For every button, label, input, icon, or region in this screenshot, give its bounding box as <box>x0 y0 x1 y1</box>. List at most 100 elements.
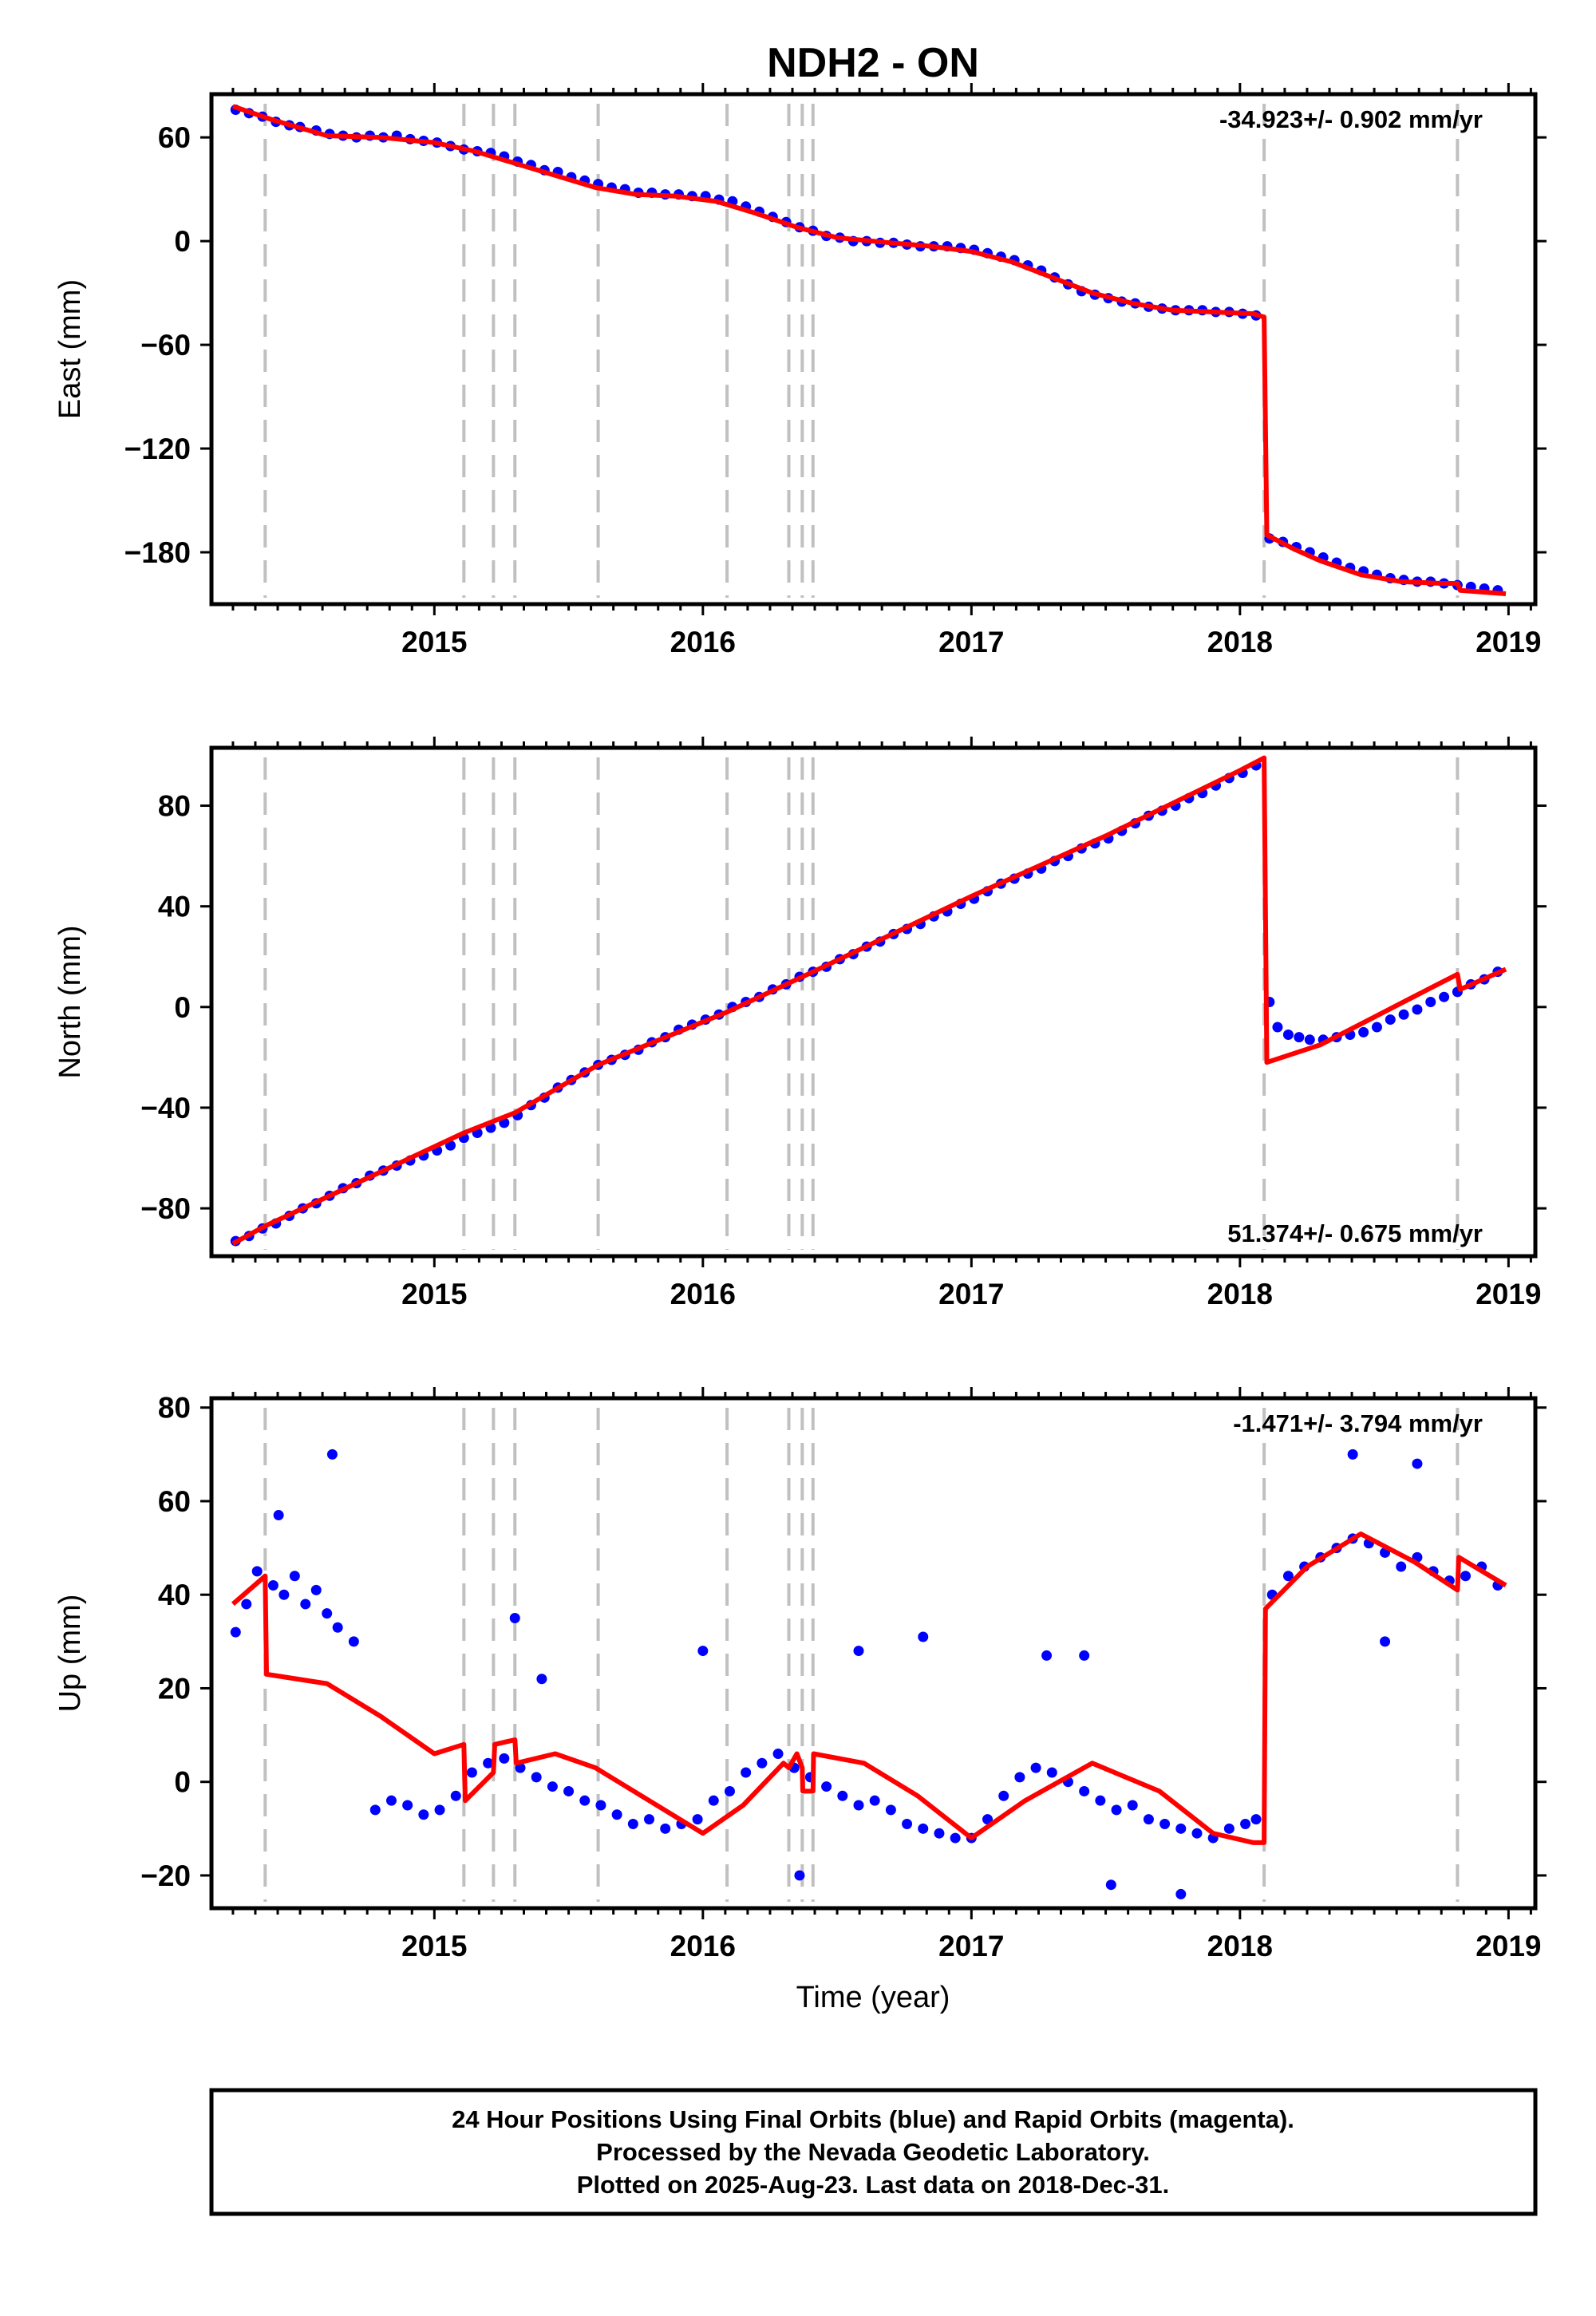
east-ticks <box>200 83 1547 615</box>
up-data-point <box>1412 1458 1423 1469</box>
up-data-point <box>660 1823 671 1834</box>
up-data-point <box>998 1790 1009 1801</box>
east-x-tick-label: 2015 <box>401 626 467 658</box>
up-data-point <box>1347 1448 1358 1460</box>
up-data-point <box>708 1795 719 1806</box>
up-data-point <box>644 1814 655 1825</box>
east-y-tick-label: −120 <box>124 433 191 465</box>
north-x-tick-label: 2015 <box>401 1278 467 1310</box>
north-data-point <box>1385 1014 1396 1026</box>
up-data-point <box>251 1566 263 1577</box>
up-data-point <box>326 1448 338 1460</box>
up-x-tick-label: 2018 <box>1207 1930 1273 1962</box>
up-data-point <box>1250 1814 1262 1825</box>
up-data-point <box>1079 1650 1090 1661</box>
up-x-tick-label: 2019 <box>1476 1930 1541 1962</box>
up-data-point <box>531 1772 542 1783</box>
up-data-point <box>579 1795 591 1806</box>
up-data-point <box>1396 1561 1407 1572</box>
up-data-point <box>902 1818 913 1829</box>
up-data-point <box>1223 1823 1235 1834</box>
up-data-point <box>499 1753 510 1764</box>
east-y-tick-label: −180 <box>124 536 191 569</box>
up-y-tick-label: 60 <box>158 1485 191 1518</box>
north-data-point <box>1282 1029 1294 1040</box>
up-data-point <box>918 1823 929 1834</box>
up-data-point <box>853 1800 864 1811</box>
up-points <box>230 1448 1503 1899</box>
north-data-point <box>1304 1034 1315 1045</box>
up-y-tick-label: 20 <box>158 1672 191 1705</box>
north-data-point <box>1272 1022 1283 1033</box>
up-data-point <box>332 1622 343 1633</box>
up-data-point <box>1030 1762 1041 1773</box>
north-x-tick-label: 2017 <box>938 1278 1004 1310</box>
up-data-point <box>1282 1571 1294 1582</box>
east-x-tick-label: 2017 <box>938 626 1004 658</box>
up-panel: 2015 2016 2017 2018 2019 −20 0 20 40 60 80 Up (mm) -… <box>53 1387 1547 1962</box>
up-data-point <box>418 1809 429 1820</box>
up-data-point <box>869 1795 880 1806</box>
north-data-point <box>1412 1004 1423 1015</box>
up-data-point <box>536 1674 547 1685</box>
up-data-point <box>450 1790 461 1801</box>
up-data-point <box>322 1608 333 1619</box>
up-data-point <box>1041 1650 1053 1661</box>
up-data-point <box>918 1631 929 1642</box>
north-ticks <box>200 737 1547 1267</box>
up-model-line <box>231 1531 1507 1845</box>
north-x-tick-label: 2018 <box>1207 1278 1273 1310</box>
north-y-tick-label: 0 <box>174 991 191 1024</box>
up-data-point <box>741 1767 752 1778</box>
north-y-tick-label: −80 <box>140 1192 191 1225</box>
up-data-point <box>1095 1795 1106 1806</box>
north-panel: 2015 2016 2017 2018 2019 −80 −40 0 40 80 North (mm… <box>53 737 1547 1310</box>
up-data-point <box>934 1828 945 1839</box>
up-data-point <box>611 1809 622 1820</box>
north-x-tick-label: 2019 <box>1476 1278 1541 1310</box>
east-event-lines <box>263 104 1460 598</box>
up-data-point <box>483 1757 494 1769</box>
up-data-point <box>563 1785 575 1796</box>
up-data-point <box>385 1795 397 1806</box>
up-data-point <box>466 1767 477 1778</box>
up-data-point <box>772 1749 784 1760</box>
up-y-tick-label: 40 <box>158 1579 191 1611</box>
up-data-point <box>757 1757 768 1769</box>
up-data-point <box>1105 1879 1116 1891</box>
up-data-point <box>692 1814 703 1825</box>
caption-line-orbits: 24 Hour Positions Using Final Orbits (bl… <box>452 2105 1294 2133</box>
caption-frame <box>209 2088 1538 2216</box>
up-data-point <box>1014 1772 1025 1783</box>
north-data-point <box>1371 1022 1382 1033</box>
up-data-point <box>289 1571 300 1582</box>
up-data-point <box>279 1589 290 1600</box>
up-rate-label: -1.471+/- 3.794 mm/yr <box>1233 1409 1483 1437</box>
east-x-tick-label: 2016 <box>670 626 736 658</box>
north-model-line <box>231 755 1507 1246</box>
up-data-point <box>794 1870 805 1881</box>
up-x-tick-label: 2016 <box>670 1930 736 1962</box>
up-x-tick-label: 2015 <box>401 1930 467 1962</box>
up-data-point <box>1111 1804 1122 1816</box>
up-data-point <box>509 1613 520 1624</box>
north-rate-label: 51.374+/- 0.675 mm/yr <box>1227 1219 1483 1247</box>
up-data-point <box>885 1804 896 1816</box>
up-y-tick-label: −20 <box>140 1860 191 1892</box>
up-data-point <box>1046 1767 1057 1778</box>
up-data-point <box>853 1646 864 1657</box>
up-data-point <box>837 1790 848 1801</box>
north-data-point <box>1294 1032 1305 1043</box>
north-data-point <box>1425 997 1436 1007</box>
up-data-point <box>950 1832 961 1844</box>
north-data-point <box>1439 991 1450 1002</box>
up-data-point <box>230 1626 241 1638</box>
east-y-tick-label: 60 <box>158 121 191 154</box>
north-y-axis-title: North (mm) <box>53 925 87 1078</box>
up-data-point <box>627 1818 638 1829</box>
up-y-axis-title: Up (mm) <box>53 1595 87 1713</box>
up-data-point <box>273 1510 284 1521</box>
x-axis-title: Time (year) <box>796 1981 950 2014</box>
north-frame <box>209 745 1538 1259</box>
